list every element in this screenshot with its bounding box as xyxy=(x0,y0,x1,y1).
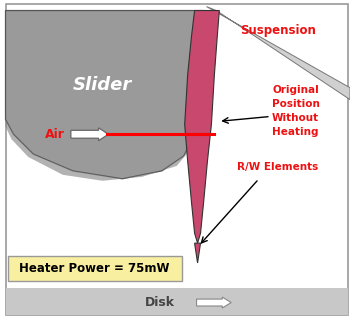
Text: R/W Elements: R/W Elements xyxy=(237,162,318,172)
Text: Slider: Slider xyxy=(73,76,132,94)
Text: Suspension: Suspension xyxy=(240,24,316,37)
FancyArrow shape xyxy=(197,297,231,308)
Bar xyxy=(8,256,182,281)
FancyArrow shape xyxy=(71,128,108,141)
Text: Disk: Disk xyxy=(145,296,175,309)
Bar xyxy=(6,288,348,315)
Polygon shape xyxy=(195,243,201,263)
Polygon shape xyxy=(6,119,190,181)
Text: Original
Position
Without
Heating: Original Position Without Heating xyxy=(272,85,320,137)
Text: Heater Power = 75mW: Heater Power = 75mW xyxy=(19,263,170,275)
Polygon shape xyxy=(206,7,350,100)
Text: Air: Air xyxy=(45,128,65,141)
Polygon shape xyxy=(185,11,219,243)
Polygon shape xyxy=(6,11,203,179)
